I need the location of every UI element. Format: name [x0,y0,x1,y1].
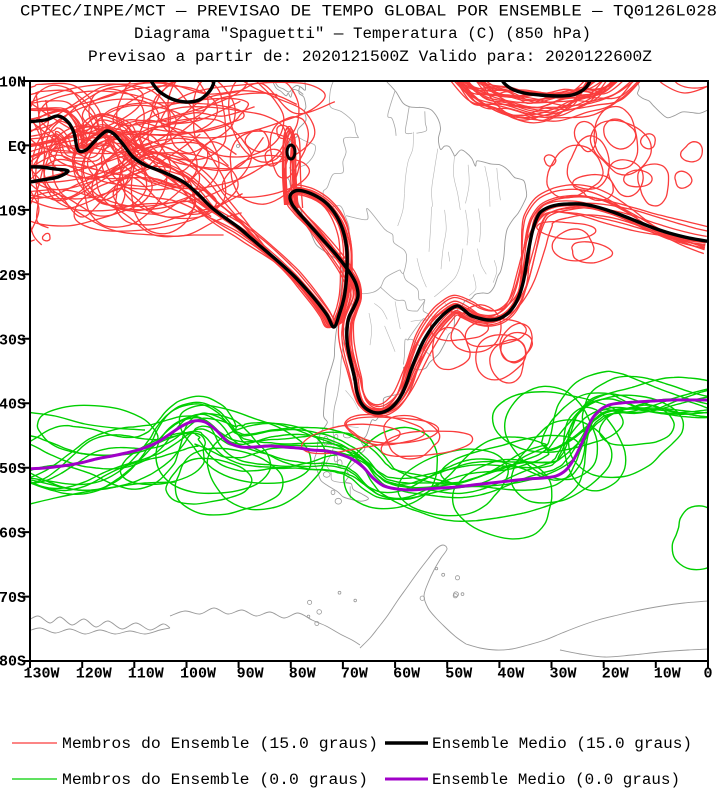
svg-text:80S: 80S [0,654,26,671]
svg-text:Previsao a partir de: 20201215: Previsao a partir de: 2020121500Z Valido… [88,48,652,66]
svg-text:20W: 20W [602,666,629,683]
svg-text:Membros do Ensemble (0.0 graus: Membros do Ensemble (0.0 graus) [62,771,368,789]
svg-text:10W: 10W [654,666,681,683]
svg-text:30S: 30S [0,332,26,349]
svg-text:80W: 80W [289,666,316,683]
svg-text:70W: 70W [341,666,368,683]
svg-text:10N: 10N [0,75,26,92]
svg-text:50W: 50W [445,666,472,683]
svg-text:10S: 10S [0,203,26,220]
svg-text:CPTEC/INPE/MCT — PREVISAO DE T: CPTEC/INPE/MCT — PREVISAO DE TEMPO GLOBA… [20,3,717,21]
svg-text:30W: 30W [549,666,576,683]
svg-text:Ensemble Medio (0.0 graus): Ensemble Medio (0.0 graus) [432,771,680,789]
svg-text:Diagrama "Spaguetti" — Tempera: Diagrama "Spaguetti" — Temperatura (C) (… [134,25,591,43]
svg-text:60W: 60W [393,666,420,683]
svg-text:130W: 130W [23,666,59,683]
svg-text:120W: 120W [76,666,112,683]
svg-text:50S: 50S [0,461,26,478]
svg-text:100W: 100W [180,666,216,683]
svg-text:20S: 20S [0,268,26,285]
svg-text:90W: 90W [237,666,264,683]
svg-text:40S: 40S [0,397,26,414]
svg-text:40W: 40W [497,666,524,683]
svg-text:EQ: EQ [8,139,26,156]
svg-text:70S: 70S [0,590,26,607]
svg-text:Membros do Ensemble (15.0 grau: Membros do Ensemble (15.0 graus) [62,735,378,753]
svg-text:Ensemble Medio (15.0 graus): Ensemble Medio (15.0 graus) [432,735,692,753]
svg-text:60S: 60S [0,526,26,543]
svg-text:0: 0 [703,666,712,683]
svg-text:110W: 110W [128,666,164,683]
